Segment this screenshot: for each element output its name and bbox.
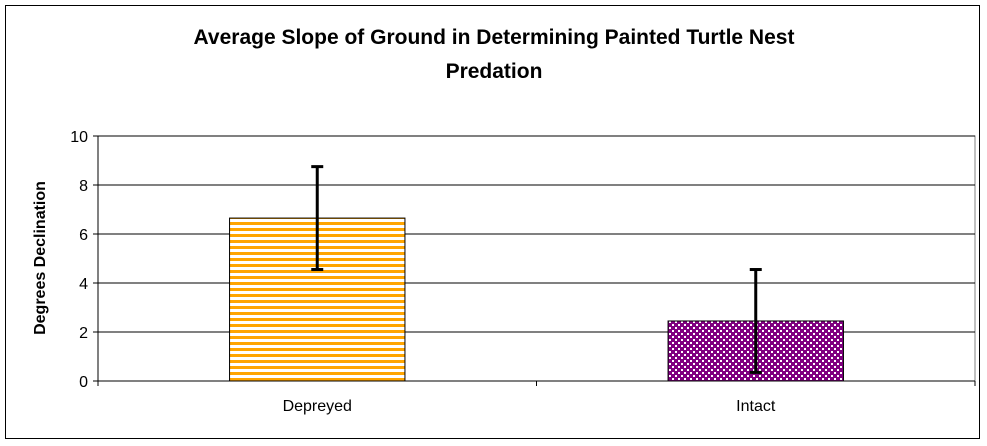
chart-title-line-2: Predation	[446, 60, 543, 83]
x-tick-label: Depreyed	[283, 398, 352, 415]
plot-area: 0 2 4 6 8 10 Depreyed Intact	[70, 129, 976, 415]
y-ticks-group: 0 2 4 6 8 10	[70, 129, 98, 391]
y-tick-label: 4	[79, 276, 88, 293]
y-tick-label: 0	[79, 374, 88, 391]
y-tick-label: 8	[79, 178, 88, 195]
x-ticks-group: Depreyed Intact	[97, 381, 976, 415]
y-axis-label: Degrees Declination	[32, 181, 49, 335]
y-tick-label: 2	[79, 325, 88, 342]
x-tick-label: Intact	[736, 398, 776, 415]
chart-title-line-1: Average Slope of Ground in Determining P…	[194, 26, 795, 49]
error-bars-group	[311, 165, 762, 374]
y-tick-label: 10	[70, 129, 88, 146]
y-tick-label: 6	[79, 227, 88, 244]
